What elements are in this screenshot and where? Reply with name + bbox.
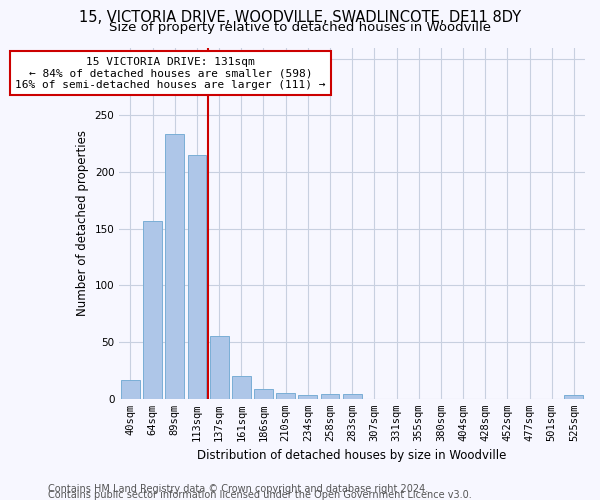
Text: Size of property relative to detached houses in Woodville: Size of property relative to detached ho…	[109, 21, 491, 34]
Text: Contains public sector information licensed under the Open Government Licence v3: Contains public sector information licen…	[48, 490, 472, 500]
Bar	[298, 396, 317, 399]
Bar	[188, 155, 206, 399]
Bar	[209, 336, 229, 399]
Bar	[343, 394, 362, 399]
Text: 15 VICTORIA DRIVE: 131sqm
← 84% of detached houses are smaller (598)
16% of semi: 15 VICTORIA DRIVE: 131sqm ← 84% of detac…	[15, 56, 326, 90]
Bar	[254, 388, 273, 399]
Bar	[320, 394, 340, 399]
Y-axis label: Number of detached properties: Number of detached properties	[76, 130, 89, 316]
Bar	[143, 221, 162, 399]
Bar	[565, 396, 583, 399]
Text: 15, VICTORIA DRIVE, WOODVILLE, SWADLINCOTE, DE11 8DY: 15, VICTORIA DRIVE, WOODVILLE, SWADLINCO…	[79, 10, 521, 25]
Bar	[276, 393, 295, 399]
Bar	[166, 134, 184, 399]
Bar	[121, 380, 140, 399]
Bar	[232, 376, 251, 399]
Text: Contains HM Land Registry data © Crown copyright and database right 2024.: Contains HM Land Registry data © Crown c…	[48, 484, 428, 494]
X-axis label: Distribution of detached houses by size in Woodville: Distribution of detached houses by size …	[197, 450, 507, 462]
